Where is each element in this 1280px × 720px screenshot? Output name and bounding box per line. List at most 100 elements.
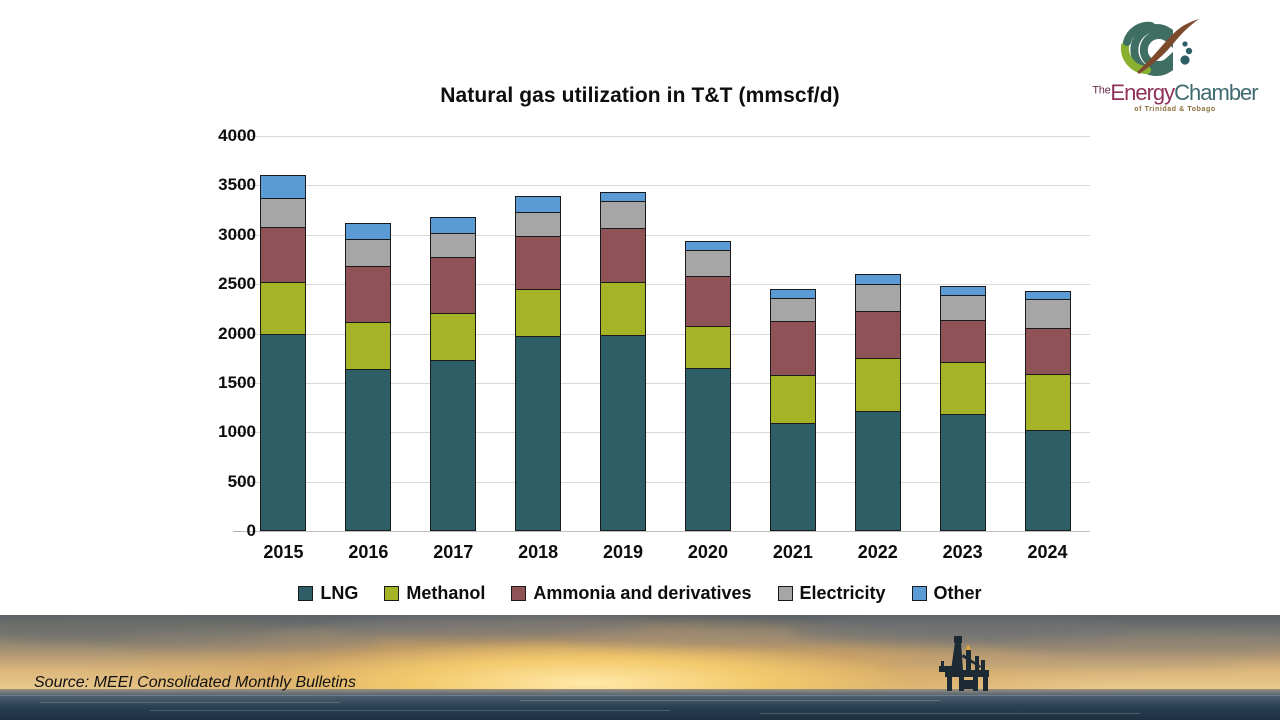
- bar-segment-methanol[interactable]: [769, 374, 816, 424]
- energy-chamber-logo: TheEnergyChamber of Trinidad & Tobago: [1085, 14, 1265, 122]
- bar-segment-other[interactable]: [854, 273, 901, 285]
- bar-segment-electricity[interactable]: [260, 197, 307, 227]
- bar-segment-other[interactable]: [939, 286, 986, 295]
- bar-segment-lng[interactable]: [684, 368, 731, 531]
- bar-segment-ammonia-and-derivatives[interactable]: [260, 226, 307, 283]
- sunset-sky: [0, 615, 1280, 689]
- bar-2020[interactable]: [684, 241, 731, 531]
- bar-segment-ammonia-and-derivatives[interactable]: [854, 310, 901, 359]
- bar-2019[interactable]: [600, 191, 647, 531]
- bar-segment-electricity[interactable]: [600, 200, 647, 229]
- gridline: [241, 136, 1090, 137]
- y-axis-tick-mark: [233, 382, 241, 384]
- bar-segment-lng[interactable]: [1024, 430, 1071, 531]
- bar-segment-ammonia-and-derivatives[interactable]: [1024, 327, 1071, 374]
- bar-segment-ammonia-and-derivatives[interactable]: [684, 276, 731, 327]
- bar-segment-electricity[interactable]: [939, 294, 986, 321]
- bar-2015[interactable]: [260, 175, 307, 531]
- legend-item-methanol[interactable]: Methanol: [384, 583, 485, 604]
- bar-segment-ammonia-and-derivatives[interactable]: [515, 235, 562, 290]
- bar-2021[interactable]: [769, 289, 816, 531]
- bar-2016[interactable]: [345, 223, 392, 531]
- y-axis-tick-mark: [233, 333, 241, 335]
- bar-segment-lng[interactable]: [769, 423, 816, 531]
- bar-2018[interactable]: [515, 195, 562, 531]
- bar-segment-lng[interactable]: [854, 411, 901, 531]
- legend-item-other[interactable]: Other: [911, 583, 982, 604]
- bar-segment-other[interactable]: [515, 195, 562, 213]
- bar-segment-methanol[interactable]: [939, 361, 986, 415]
- bar-segment-methanol[interactable]: [515, 289, 562, 336]
- x-axis-tick-label: 2020: [687, 542, 728, 562]
- bar-segment-ammonia-and-derivatives[interactable]: [939, 320, 986, 362]
- bar-segment-ammonia-and-derivatives[interactable]: [600, 228, 647, 283]
- footer-photo-banner: Source: MEEI Consolidated Monthly Bullet…: [0, 615, 1280, 720]
- legend-label: Electricity: [799, 583, 886, 603]
- bar-segment-electricity[interactable]: [345, 239, 392, 266]
- y-axis-tick-label: 1500: [218, 372, 256, 392]
- bar-segment-other[interactable]: [600, 191, 647, 201]
- ocean: [0, 689, 1280, 720]
- logo-word-the: The: [1092, 84, 1111, 97]
- bar-segment-lng[interactable]: [430, 360, 477, 531]
- bar-2024[interactable]: [1024, 291, 1071, 531]
- legend-swatch: [384, 586, 400, 601]
- y-axis-tick-mark: [233, 432, 241, 434]
- bar-segment-methanol[interactable]: [345, 321, 392, 369]
- bar-segment-electricity[interactable]: [854, 284, 901, 311]
- legend-item-lng[interactable]: LNG: [298, 583, 358, 604]
- bar-segment-methanol[interactable]: [260, 282, 307, 334]
- chart-title: Natural gas utilization in T&T (mmscf/d): [440, 84, 840, 107]
- y-axis-tick-label: 2000: [218, 323, 256, 343]
- legend-label: Ammonia and derivatives: [533, 583, 752, 603]
- y-axis-tick-label: 1000: [218, 422, 256, 442]
- bar-segment-lng[interactable]: [345, 368, 392, 531]
- bar-segment-other[interactable]: [430, 216, 477, 233]
- bar-segment-ammonia-and-derivatives[interactable]: [769, 321, 816, 375]
- bar-segment-methanol[interactable]: [600, 282, 647, 335]
- bar-segment-electricity[interactable]: [430, 232, 477, 258]
- bar-segment-methanol[interactable]: [430, 312, 477, 361]
- logo-subtitle: of Trinidad & Tobago: [1134, 106, 1216, 113]
- bar-segment-other[interactable]: [345, 223, 392, 240]
- bar-segment-lng[interactable]: [515, 335, 562, 531]
- legend-label: Other: [933, 583, 982, 603]
- x-axis-tick-label: 2024: [1027, 542, 1068, 562]
- stacked-bar-chart: 4000 3500 3000 2500 2000 1500 1000 500 0 2015 2016…: [218, 126, 1090, 562]
- y-axis-tick-mark: [233, 185, 241, 187]
- bar-segment-ammonia-and-derivatives[interactable]: [345, 265, 392, 322]
- source-note: Source: MEEI Consolidated Monthly Bullet…: [34, 674, 356, 691]
- bar-segment-methanol[interactable]: [854, 358, 901, 412]
- y-axis-tick-mark: [233, 481, 241, 483]
- gridline: [241, 185, 1090, 187]
- bar-segment-lng[interactable]: [260, 333, 307, 531]
- bar-segment-electricity[interactable]: [769, 297, 816, 322]
- bar-segment-ammonia-and-derivatives[interactable]: [430, 257, 477, 313]
- bar-segment-electricity[interactable]: [515, 212, 562, 236]
- x-axis-tick-label: 2018: [518, 542, 559, 562]
- legend-item-ammonia-and-derivatives[interactable]: Ammonia and derivatives: [511, 583, 752, 604]
- bar-segment-methanol[interactable]: [684, 326, 731, 369]
- x-axis-tick-label: 2017: [433, 542, 474, 562]
- bar-2022[interactable]: [854, 273, 901, 531]
- y-axis-tick-label: 500: [227, 471, 256, 491]
- bar-segment-electricity[interactable]: [684, 250, 731, 277]
- y-axis-tick-label: 0: [246, 521, 256, 540]
- y-axis-tick-mark: [233, 234, 241, 236]
- x-axis-tick-label: 2023: [942, 542, 983, 562]
- bar-segment-lng[interactable]: [600, 334, 647, 531]
- bar-segment-electricity[interactable]: [1024, 299, 1071, 328]
- bar-2017[interactable]: [430, 216, 477, 531]
- bar-segment-other[interactable]: [260, 175, 307, 198]
- bar-segment-lng[interactable]: [939, 414, 986, 531]
- logo-word-energy: Energy: [1110, 80, 1175, 105]
- legend-swatch: [777, 586, 793, 601]
- bar-2023[interactable]: [939, 286, 986, 531]
- bar-segment-other[interactable]: [1024, 291, 1071, 300]
- bar-segment-other[interactable]: [684, 241, 731, 251]
- legend-item-electricity[interactable]: Electricity: [777, 583, 886, 604]
- gridline: [241, 481, 1090, 483]
- bar-segment-methanol[interactable]: [1024, 373, 1071, 431]
- x-axis-tick-label: 2019: [603, 542, 644, 562]
- bar-segment-other[interactable]: [769, 289, 816, 298]
